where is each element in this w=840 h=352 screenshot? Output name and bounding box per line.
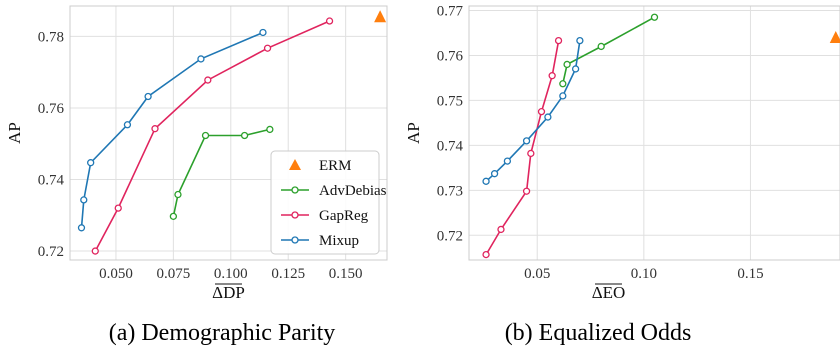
data-point-gapreg <box>554 36 563 45</box>
data-point-mixup <box>80 196 88 204</box>
data-point-advdebias <box>240 131 249 140</box>
x-tick-label: 0.125 <box>271 266 305 282</box>
data-point-mixup <box>544 113 552 121</box>
series-advdebias <box>169 125 274 221</box>
legend: ERM AdvDebias GapReg Mixup <box>270 150 387 255</box>
legend-label-erm: ERM <box>319 158 352 174</box>
data-point-advdebias <box>650 13 659 21</box>
data-point-mixup <box>77 224 86 232</box>
x-tick-label: 0.10 <box>631 266 657 282</box>
y-axis-label: AP <box>404 122 423 144</box>
series-advdebias <box>559 13 659 88</box>
x-axis-label: ΔEO <box>592 283 626 302</box>
x-tick-label: 0.075 <box>156 266 190 282</box>
legend-label-advdebias: AdvDebias <box>319 183 387 199</box>
data-point-mixup <box>490 170 499 178</box>
legend-marker-mixup <box>291 236 299 244</box>
data-point-gapreg <box>114 204 122 212</box>
x-tick-label: 0.100 <box>214 266 248 282</box>
series-line-gapreg <box>94 20 330 252</box>
y-tick-label: 0.74 <box>437 138 464 154</box>
data-point-mixup <box>482 177 490 185</box>
data-point-gapreg <box>522 187 531 195</box>
data-point-advdebias <box>169 212 178 221</box>
series-erm <box>829 30 840 43</box>
legend-box <box>270 150 380 255</box>
data-point-advdebias <box>201 131 210 140</box>
data-point-gapreg <box>263 44 272 52</box>
series-line-mixup <box>80 31 264 228</box>
legend-entry-gapreg: GapReg <box>281 208 369 224</box>
panel-caption: (a) Demographic Parity <box>109 320 336 346</box>
x-tick-label: 0.05 <box>524 266 550 282</box>
data-point-gapreg <box>204 76 212 84</box>
data-point-mixup <box>123 121 132 129</box>
data-point-advdebias <box>559 80 567 88</box>
series-line-advdebias <box>562 16 655 84</box>
series-mixup <box>77 28 267 232</box>
legend-label-mixup: Mixup <box>319 233 359 249</box>
y-tick-label: 0.77 <box>437 3 464 19</box>
legend-marker-advdebias <box>291 186 299 194</box>
data-point-mixup <box>576 36 584 45</box>
series-mixup <box>482 36 584 185</box>
series-line-advdebias <box>172 128 270 217</box>
series-line-gapreg <box>485 40 560 256</box>
series-gapreg <box>91 17 334 255</box>
data-point-erm <box>374 10 387 23</box>
panel-caption: (b) Equalized Odds <box>505 320 692 346</box>
data-point-erm <box>829 30 840 43</box>
data-point-gapreg <box>497 225 505 234</box>
data-point-mixup <box>197 55 205 63</box>
x-tick-label: 0.150 <box>329 266 363 282</box>
legend-entry-advdebias: AdvDebias <box>281 183 387 199</box>
data-point-mixup <box>259 28 267 37</box>
y-tick-label: 0.75 <box>437 93 463 109</box>
y-axis-label: AP <box>5 122 24 144</box>
data-point-gapreg <box>548 72 556 80</box>
panel-demographic-parity: 0.050 0.075 0.100 0.125 0.150 0.72 0.74 0.76 0.7… <box>5 5 388 346</box>
data-point-advdebias <box>597 42 605 51</box>
data-point-advdebias <box>174 190 182 199</box>
data-point-mixup <box>571 65 580 73</box>
series-gapreg <box>482 36 563 259</box>
data-point-advdebias <box>266 125 274 134</box>
plot-frame <box>468 5 840 261</box>
data-point-advdebias <box>563 60 571 69</box>
x-tick-label: 0.15 <box>737 266 763 282</box>
data-point-mixup <box>559 92 567 100</box>
y-tick-label: 0.72 <box>38 244 64 260</box>
data-point-gapreg <box>151 125 159 133</box>
legend-marker-gapreg <box>291 211 299 219</box>
plot-frame <box>69 5 388 261</box>
data-point-gapreg <box>537 107 546 116</box>
legend-entry-erm: ERM <box>289 158 352 174</box>
data-point-gapreg <box>527 149 535 158</box>
panel-equalized-odds: 0.05 0.10 0.15 0.72 0.73 0.74 0.75 0.76 0.77 ΔEO A… <box>404 3 840 346</box>
y-tick-label: 0.76 <box>437 48 464 64</box>
data-point-gapreg <box>325 17 334 25</box>
x-axis-label: ΔDP <box>212 283 245 302</box>
y-tick-label: 0.72 <box>437 228 463 244</box>
data-point-gapreg <box>482 250 490 259</box>
y-tick-label: 0.78 <box>38 29 64 45</box>
data-point-mixup <box>144 92 152 101</box>
series-erm <box>374 10 387 23</box>
y-tick-label: 0.73 <box>437 183 463 199</box>
legend-entry-mixup: Mixup <box>281 233 359 249</box>
y-tick-label: 0.74 <box>38 173 65 189</box>
y-tick-label: 0.76 <box>38 101 65 117</box>
data-point-mixup <box>503 157 512 165</box>
data-point-mixup <box>522 137 531 145</box>
legend-marker-erm <box>289 159 301 170</box>
data-point-gapreg <box>91 247 99 255</box>
legend-label-gapreg: GapReg <box>319 208 369 224</box>
x-tick-label: 0.050 <box>99 266 133 282</box>
data-point-mixup <box>87 159 95 167</box>
